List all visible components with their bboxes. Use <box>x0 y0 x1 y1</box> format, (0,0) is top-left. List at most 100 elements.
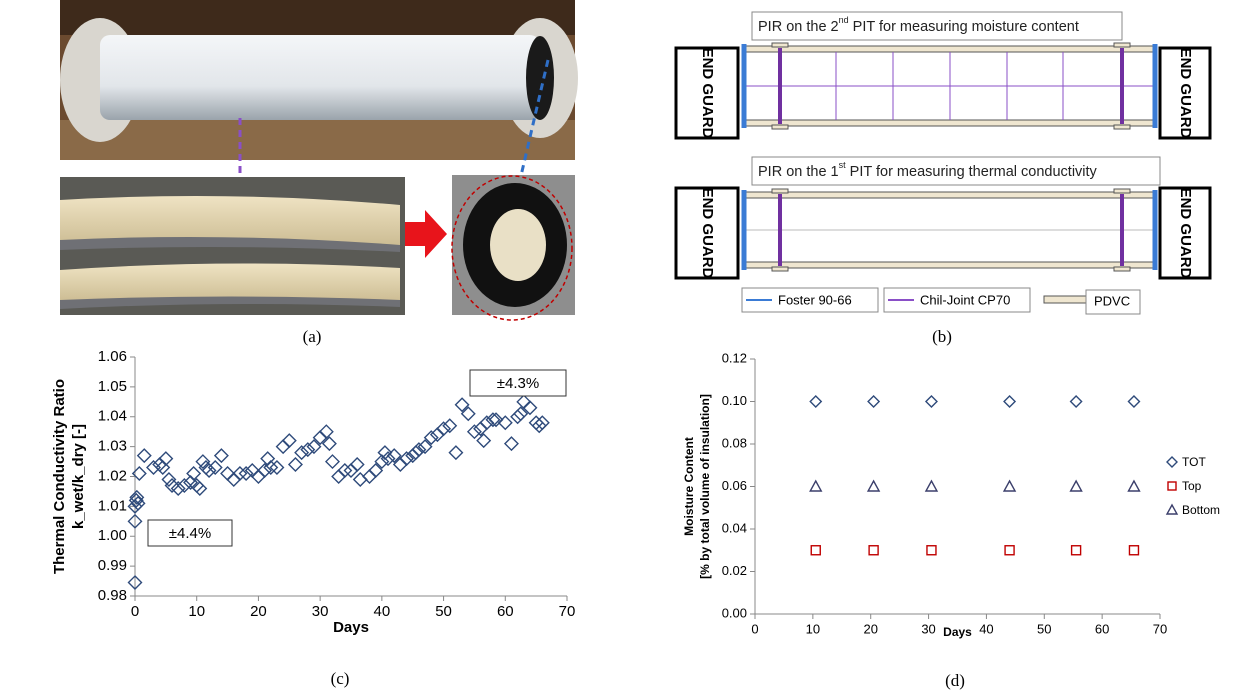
marker <box>300 442 316 458</box>
y-axis-title: Moisture Content <box>682 437 696 536</box>
legend-label: Bottom <box>1182 503 1220 517</box>
marker <box>331 469 347 484</box>
marker <box>130 495 146 511</box>
photo-ring <box>451 175 575 321</box>
x-tick-label: 70 <box>1153 621 1167 636</box>
legend-label: PDVC <box>1094 293 1130 308</box>
marker <box>349 457 365 473</box>
x-tick-label: 10 <box>806 621 820 636</box>
marker <box>146 460 162 476</box>
marker <box>522 400 538 416</box>
y-tick-label: 1.03 <box>98 438 127 455</box>
marker <box>226 471 242 487</box>
marker <box>136 448 152 464</box>
chart: 0.00 0.02 0.04 0.06 0.08 0.10 0.12 0 10 20 30 40 50 6… <box>682 350 1220 639</box>
x-tick-label: 70 <box>559 603 576 620</box>
marker <box>321 436 337 452</box>
x-tick-label: 0 <box>131 603 139 620</box>
x-tick-label: 60 <box>497 603 514 620</box>
end-guard: END GUARD <box>699 188 716 279</box>
marker <box>534 415 550 431</box>
marker <box>867 395 881 408</box>
end-guard-box <box>1158 186 1212 280</box>
legend-label: Top <box>1182 479 1202 493</box>
marker <box>497 415 513 431</box>
marker <box>809 479 823 492</box>
y-tick-label: 0.98 <box>98 587 127 604</box>
title-box <box>751 156 1161 186</box>
legend-box <box>1085 289 1141 315</box>
marker <box>926 545 937 556</box>
title-part: PIT for measuring moisture content <box>849 19 1079 35</box>
diagram-title: PIR on the 1st PIT for measuring thermal… <box>758 160 1098 179</box>
marker <box>220 466 236 482</box>
marker <box>129 489 145 505</box>
marker <box>1070 545 1082 556</box>
marker <box>466 424 482 440</box>
y-tick-label: 1.01 <box>98 497 127 514</box>
end-guard-box <box>674 46 740 140</box>
x-tick-label: 20 <box>863 621 877 636</box>
x-tick-label: 10 <box>188 603 205 620</box>
x-tick-label: 50 <box>435 603 452 620</box>
marker <box>337 463 353 479</box>
x-tick-label: 20 <box>250 603 267 620</box>
x-tick-label: 50 <box>1037 621 1051 636</box>
marker <box>207 460 223 476</box>
x-tick-label: 30 <box>921 621 935 636</box>
annotation-box <box>469 369 567 397</box>
marker <box>377 445 393 461</box>
x-tick-label: 30 <box>312 603 329 620</box>
marker <box>1069 395 1083 408</box>
panel-label: (c) <box>331 669 350 688</box>
marker <box>399 451 415 467</box>
y-tick-label: 0.12 <box>722 350 747 365</box>
marker <box>244 463 260 479</box>
panel-label: (a) <box>303 327 322 346</box>
marker <box>460 406 476 422</box>
marker <box>1128 545 1140 556</box>
photo-halves <box>60 177 447 315</box>
x-tick-label: 0 <box>751 621 758 636</box>
marker <box>924 479 939 492</box>
marker <box>1167 481 1177 491</box>
y-axis-title: Thermal Conductivity Ratio <box>51 379 68 574</box>
marker <box>294 445 310 461</box>
x-tick-label: 60 <box>1095 621 1109 636</box>
title-part: PIT for measuring thermal conductivity <box>846 164 1098 180</box>
photo-pipe <box>60 0 578 240</box>
marker <box>263 460 279 476</box>
marker <box>485 412 501 428</box>
diagram: PIR on the 2nd PIT for measuring moistur… <box>674 11 1212 315</box>
legend-label: Chil-Joint CP70 <box>920 292 1010 307</box>
marker <box>866 479 881 492</box>
marker <box>1166 456 1178 468</box>
marker <box>275 439 291 455</box>
marker <box>429 427 445 443</box>
marker <box>318 424 334 440</box>
marker <box>476 433 492 449</box>
marker <box>1127 395 1141 408</box>
panel-label: (b) <box>932 327 952 346</box>
marker <box>1069 479 1083 492</box>
marker <box>127 513 143 529</box>
marker <box>238 466 254 482</box>
y-tick-label: 1.02 <box>98 467 127 484</box>
marker <box>232 466 248 482</box>
marker <box>269 460 285 476</box>
marker <box>155 460 171 476</box>
marker <box>503 436 519 452</box>
y-tick-label: 1.00 <box>98 527 127 544</box>
marker <box>176 477 192 493</box>
x-tick-label: 40 <box>374 603 391 620</box>
marker <box>1127 479 1141 492</box>
marker <box>127 575 143 591</box>
marker <box>810 545 821 556</box>
marker <box>924 395 938 408</box>
marker <box>473 421 489 437</box>
marker <box>510 409 526 425</box>
marker <box>324 454 340 470</box>
marker <box>213 448 229 464</box>
marker <box>868 545 879 556</box>
